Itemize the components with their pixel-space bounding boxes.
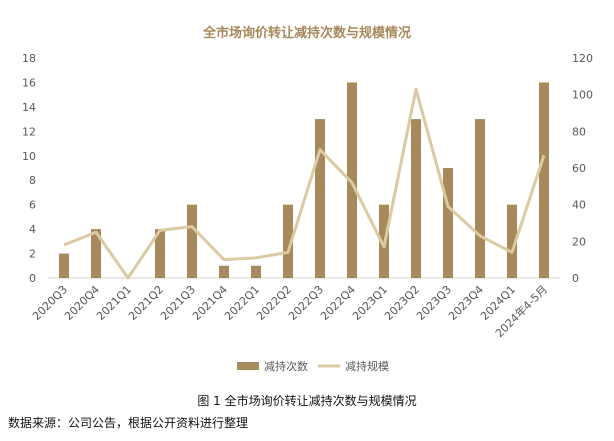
- right-y-tick-label: 0: [572, 272, 579, 285]
- chart-title: 全市场询价转让减持次数与规模情况: [202, 25, 411, 41]
- legend-label-bar: 减持次数: [264, 359, 308, 373]
- bar: [315, 119, 325, 278]
- bar-series: [59, 82, 549, 278]
- x-axis-labels: 2020Q32020Q42021Q12021Q22021Q32021Q42022…: [30, 282, 550, 340]
- bar: [187, 204, 197, 278]
- bar: [91, 229, 101, 278]
- left-y-tick-label: 2: [29, 248, 36, 261]
- legend: 减持次数 减持规模: [237, 359, 389, 373]
- line-series-path: [63, 87, 546, 280]
- chart: 全市场询价转让减持次数与规模情况 0 2 4 6 8 10 12 14 16 18 0 20 40 60…: [22, 25, 593, 373]
- right-y-axis: 0 20 40 60 80 100 120: [572, 52, 593, 285]
- figure-caption: 图 1 全市场询价转让减持次数与规模情况: [197, 394, 417, 408]
- left-y-tick-label: 4: [29, 223, 36, 236]
- bar: [155, 229, 165, 278]
- bar: [219, 265, 229, 278]
- left-y-tick-label: 16: [22, 76, 36, 89]
- bar: [475, 119, 485, 278]
- bar: [283, 204, 293, 278]
- right-y-tick-label: 80: [572, 125, 586, 138]
- left-y-tick-label: 0: [29, 272, 36, 285]
- bar: [347, 82, 357, 278]
- left-y-tick-label: 8: [29, 174, 36, 187]
- left-y-tick-label: 14: [22, 101, 36, 114]
- bar: [411, 119, 421, 278]
- data-source: 数据来源：公司公告，根据公开资料进行整理: [8, 416, 249, 430]
- left-y-tick-label: 10: [22, 150, 36, 163]
- left-y-tick-label: 18: [22, 52, 36, 65]
- left-y-tick-label: 12: [22, 125, 36, 138]
- right-y-tick-label: 20: [572, 235, 586, 248]
- bar: [539, 82, 549, 278]
- bar: [59, 253, 69, 278]
- right-y-tick-label: 100: [572, 89, 593, 102]
- bar: [507, 204, 517, 278]
- right-y-tick-label: 40: [572, 199, 586, 212]
- legend-swatch-bar: [237, 362, 259, 370]
- right-y-tick-label: 120: [572, 52, 593, 65]
- legend-label-line: 减持规模: [345, 359, 389, 373]
- bar: [251, 265, 261, 278]
- right-y-tick-label: 60: [572, 162, 586, 175]
- left-y-axis: 0 2 4 6 8 10 12 14 16 18: [22, 52, 36, 285]
- left-y-tick-label: 6: [29, 199, 36, 212]
- bar: [443, 168, 453, 278]
